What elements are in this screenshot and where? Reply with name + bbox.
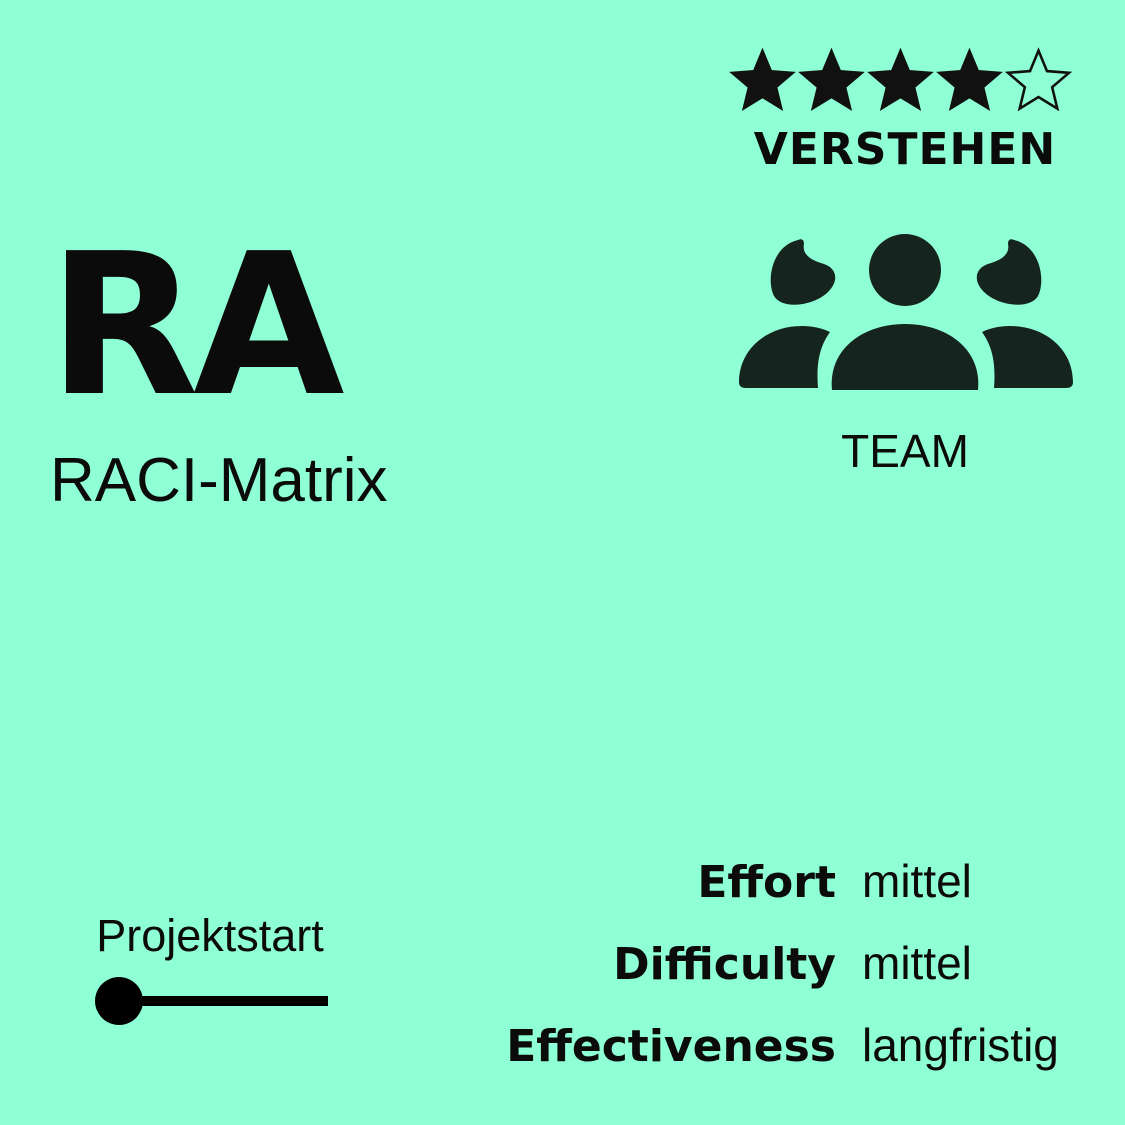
star-empty-icon [1004, 47, 1073, 112]
method-name: RACI-Matrix [50, 446, 388, 515]
property-value: mittel [862, 855, 972, 907]
phase-label: Projektstart [96, 910, 324, 961]
star-rating [728, 44, 1073, 116]
property-key: Difficulty [613, 939, 836, 990]
property-row-effectiveness: Effectiveness langfristig [440, 1022, 1120, 1104]
star-filled-icon [867, 47, 934, 112]
property-value: langfristig [862, 1019, 1059, 1071]
category-label: TEAM [841, 425, 969, 477]
property-row-difficulty: Difficulty mittel [440, 940, 1120, 1022]
timeline-line [124, 996, 328, 1006]
star-filled-icon [729, 47, 796, 112]
team-icon [739, 234, 1073, 390]
phase-timeline [95, 977, 328, 1025]
properties-list: Effort mittel Difficulty mittel Effectiv… [440, 858, 1120, 1104]
star-filled-icon [936, 47, 1003, 112]
property-key: Effort [697, 857, 836, 908]
property-value: mittel [862, 937, 972, 989]
property-key: Effectiveness [506, 1021, 836, 1072]
star-filled-icon [798, 47, 865, 112]
property-row-effort: Effort mittel [440, 858, 1120, 940]
level-label: VERSTEHEN [753, 124, 1057, 175]
timeline-dot [95, 977, 143, 1025]
method-abbreviation: RA [48, 212, 345, 440]
